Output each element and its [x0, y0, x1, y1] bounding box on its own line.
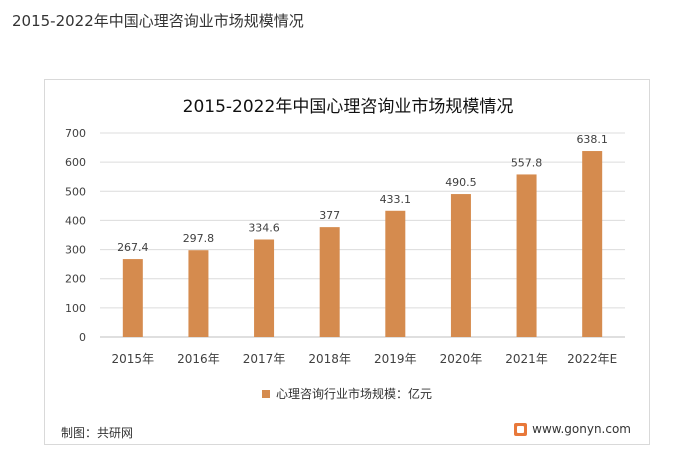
gonyn-logo-icon: [514, 422, 528, 436]
source-credit: 制图：共研网: [61, 426, 134, 440]
x-tick-label: 2020年: [440, 352, 483, 366]
site-url: www.gonyn.com: [532, 422, 631, 436]
bar: [122, 259, 143, 337]
data-label: 490.5: [445, 176, 477, 189]
y-tick-label: 300: [65, 244, 86, 257]
y-tick-label: 700: [65, 127, 86, 140]
bar: [516, 174, 537, 337]
page-title: 2015-2022年中国心理咨询业市场规模情况: [12, 12, 304, 30]
data-label: 297.8: [183, 232, 215, 245]
data-label: 557.8: [511, 156, 543, 169]
bar: [385, 210, 406, 337]
data-label: 638.1: [576, 133, 608, 146]
y-tick-label: 500: [65, 185, 86, 198]
chart-title: 2015-2022年中国心理咨询业市场规模情况: [183, 97, 514, 117]
bar: [582, 151, 603, 337]
x-tick-label: 2018年: [308, 352, 351, 366]
bar: [188, 250, 209, 337]
legend-label: 心理咨询行业市场规模：亿元: [275, 387, 432, 401]
bar: [450, 194, 471, 337]
y-tick-label: 200: [65, 273, 86, 286]
y-tick-label: 600: [65, 156, 86, 169]
data-label: 334.6: [248, 221, 280, 234]
x-tick-label: 2022年E: [567, 352, 617, 366]
y-tick-label: 100: [65, 302, 86, 315]
x-tick-label: 2017年: [243, 352, 286, 366]
bar: [254, 239, 275, 337]
data-label: 433.1: [380, 193, 412, 206]
site-credit: www.gonyn.com: [514, 422, 631, 436]
y-tick-label: 400: [65, 214, 86, 227]
x-tick-label: 2016年: [177, 352, 220, 366]
x-tick-label: 2019年: [374, 352, 417, 366]
legend-swatch: [261, 389, 270, 398]
bar-chart: 2015-2022年中国心理咨询业市场规模情况 0 100 200 300 400 500…: [65, 97, 625, 366]
data-label: 377: [319, 209, 340, 222]
chart-card: 2015-2022年中国心理咨询业市场规模情况 0 100 200 300 400 500…: [44, 79, 650, 445]
x-tick-label: 2021年: [505, 352, 548, 366]
chart-legend: 心理咨询行业市场规模：亿元: [45, 385, 649, 402]
y-tick-label: 0: [79, 331, 86, 344]
bar: [319, 227, 340, 337]
x-tick-label: 2015年: [112, 352, 155, 366]
data-label: 267.4: [117, 241, 149, 254]
